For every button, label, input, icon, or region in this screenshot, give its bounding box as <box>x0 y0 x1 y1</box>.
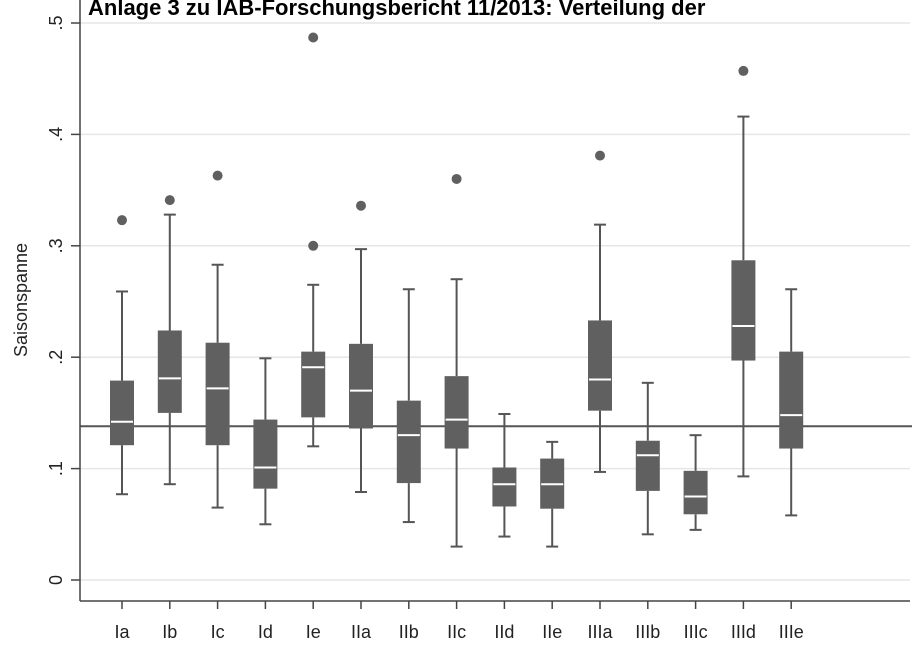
y-tick-label: .5 <box>46 15 66 30</box>
x-tick-label: IIb <box>399 622 419 642</box>
x-tick-label: IId <box>494 622 514 642</box>
iqr-box <box>301 351 326 418</box>
outlier-point <box>595 150 605 161</box>
y-tick-label: .1 <box>46 461 66 476</box>
box-Ie <box>301 32 326 448</box>
iqr-box <box>444 376 469 449</box>
box-IIIe <box>779 288 804 517</box>
y-tick-label: .4 <box>46 127 66 142</box>
x-tick-label: Ie <box>306 622 321 642</box>
iqr-box <box>396 400 421 484</box>
iqr-box <box>731 260 756 361</box>
y-tick-label: .3 <box>46 238 66 253</box>
y-axis-title: Saisonspanne <box>11 243 31 357</box>
boxes-group <box>110 32 804 548</box>
outlier-point <box>356 200 366 211</box>
x-tick-label: Ib <box>162 622 177 642</box>
box-Id <box>253 357 278 526</box>
outlier-point <box>117 215 127 226</box>
box-IIb <box>396 288 421 524</box>
box-IIIa <box>588 150 612 473</box>
y-tick-label: .2 <box>46 350 66 365</box>
box-IIa <box>349 200 373 493</box>
x-tick-label: IIc <box>447 622 466 642</box>
iqr-box <box>253 419 278 489</box>
y-tick-label: 0 <box>46 575 66 585</box>
x-tick-label: Ic <box>211 622 225 642</box>
box-IIe <box>540 440 565 548</box>
box-IIc <box>444 173 469 548</box>
iqr-box <box>492 467 517 507</box>
box-IId <box>492 413 517 538</box>
box-Ic <box>205 170 230 509</box>
outlier-point <box>738 65 749 76</box>
iqr-box <box>157 330 182 413</box>
outlier-point <box>212 170 223 181</box>
axes: 0 .1 .2 .3 .4 .5 Ia Ib Ic Id Ie IIa IIb IIc IId IIe IIIa… <box>46 0 910 642</box>
x-tick-label: IIIb <box>635 622 660 642</box>
chart-title: Anlage 3 zu IAB-Forschungsbericht 11/201… <box>88 0 706 20</box>
box-Ia <box>110 215 134 496</box>
iqr-box <box>349 343 373 429</box>
iqr-box <box>635 440 660 491</box>
x-tick-label: Ia <box>114 622 130 642</box>
x-tick-label: IIIe <box>779 622 804 642</box>
outlier-point <box>451 173 462 184</box>
box-IIIc <box>683 434 708 531</box>
x-tick-label: IIa <box>351 622 372 642</box>
iqr-box <box>683 470 708 515</box>
box-IIId <box>731 65 756 478</box>
outlier-point <box>164 195 175 206</box>
x-tick-label: IIIa <box>587 622 613 642</box>
x-tick-label: Id <box>258 622 273 642</box>
iqr-box <box>205 342 230 446</box>
box-Ib <box>157 195 182 486</box>
x-tick-label: IIe <box>542 622 562 642</box>
outlier-point <box>308 240 319 251</box>
x-tick-label: IIId <box>731 622 756 642</box>
iqr-box <box>588 320 612 411</box>
box-IIIb <box>635 381 660 536</box>
iqr-box <box>110 380 134 446</box>
outlier-point <box>308 32 319 43</box>
x-tick-label: IIIc <box>684 622 708 642</box>
iqr-box <box>779 351 804 449</box>
